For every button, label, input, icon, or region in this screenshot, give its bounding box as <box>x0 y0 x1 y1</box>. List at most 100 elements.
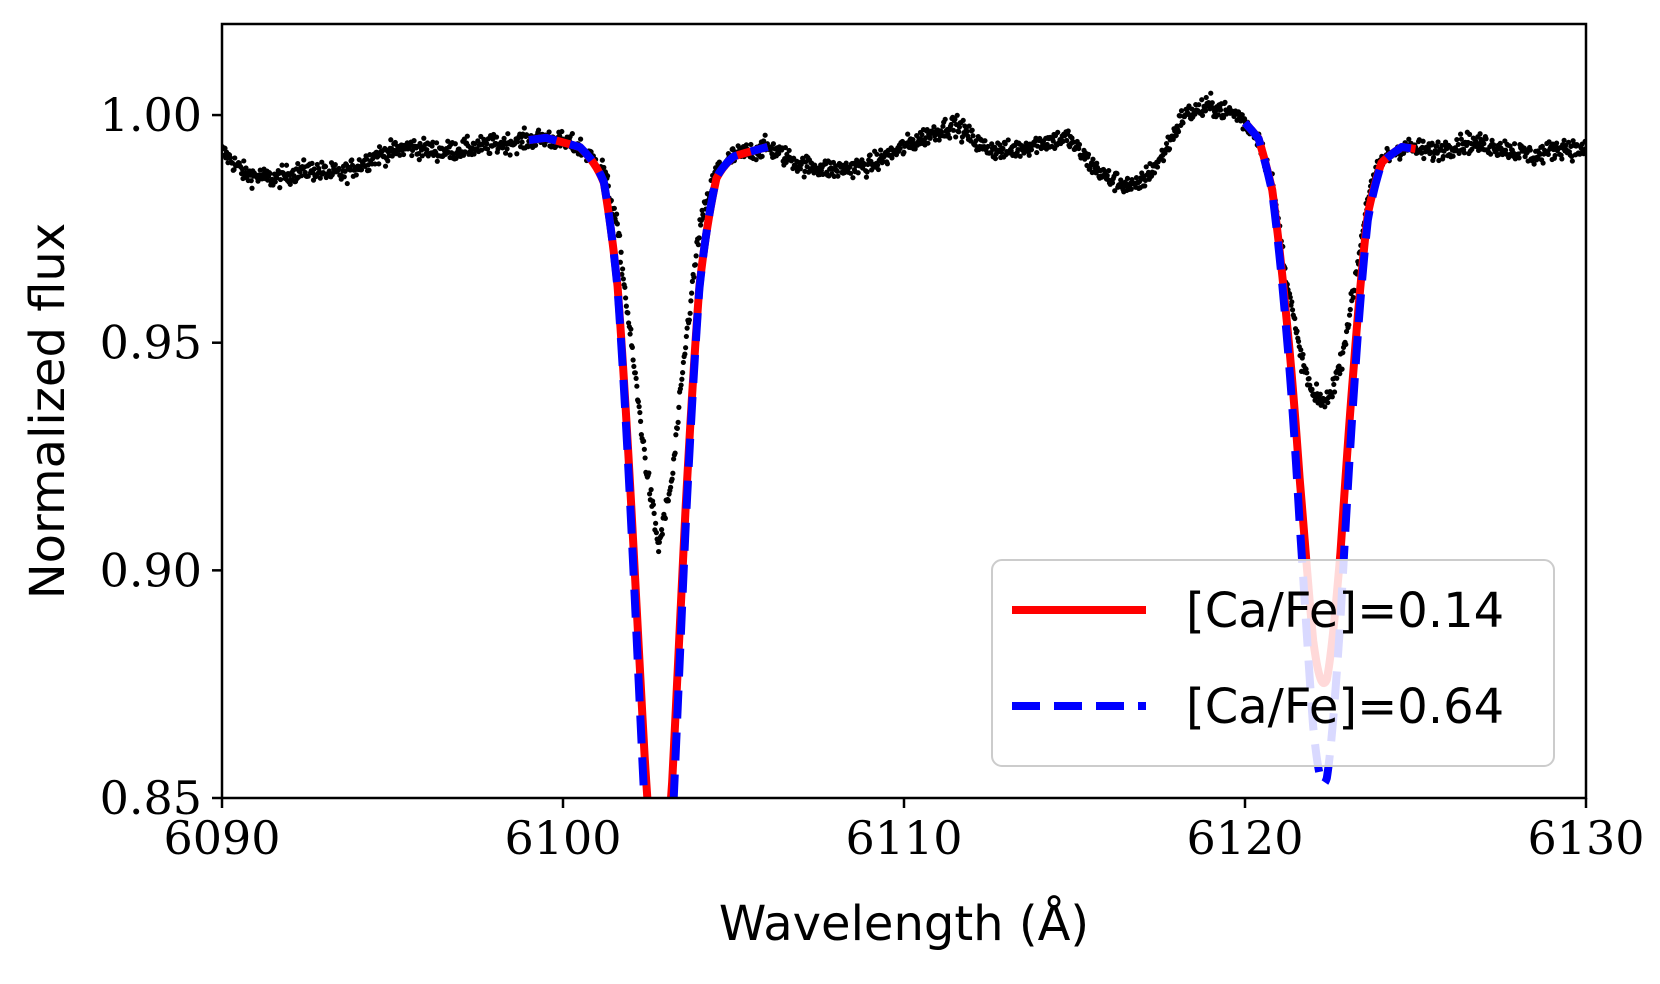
observed-point <box>648 487 654 493</box>
observed-point <box>1472 138 1479 144</box>
observed-point <box>243 165 249 171</box>
observed-point <box>831 173 837 179</box>
observed-point <box>445 138 451 144</box>
observed-point <box>1289 307 1296 313</box>
observed-point <box>487 150 493 156</box>
observed-point <box>541 142 548 148</box>
observed-point <box>1034 149 1040 156</box>
y-tick-label: 0.95 <box>100 316 202 370</box>
observed-point <box>1143 164 1149 170</box>
observed-point <box>954 112 960 118</box>
observed-point <box>366 167 372 173</box>
observed-point <box>1177 113 1183 119</box>
legend-label-series-2: [Ca/Fe]=0.64 <box>1186 679 1504 735</box>
observed-point <box>389 153 395 159</box>
observed-point <box>687 310 693 316</box>
observed-point <box>501 135 507 141</box>
observed-point <box>601 164 607 171</box>
observed-point <box>1298 347 1304 353</box>
observed-point <box>1346 312 1353 318</box>
observed-point <box>1425 145 1431 151</box>
observed-point <box>1539 143 1545 150</box>
observed-point <box>349 162 356 168</box>
observed-point <box>682 351 688 357</box>
observed-point <box>525 144 531 150</box>
observed-point <box>1094 160 1100 166</box>
observed-point <box>611 205 617 211</box>
observed-point <box>1481 141 1487 147</box>
observed-point <box>347 167 353 173</box>
observed-point <box>319 159 325 165</box>
observed-point <box>650 502 656 508</box>
observed-point <box>1561 137 1567 143</box>
observed-point <box>1300 351 1306 358</box>
observed-point <box>434 158 440 164</box>
observed-point <box>1440 153 1446 160</box>
observed-point <box>344 180 350 187</box>
observed-point <box>1209 100 1215 106</box>
observed-point <box>992 155 999 162</box>
observed-point <box>1554 140 1560 146</box>
observed-point <box>1502 147 1509 153</box>
observed-point <box>416 157 422 163</box>
observed-point <box>905 131 911 137</box>
x-tick-label: 6130 <box>1527 811 1644 865</box>
observed-point <box>656 548 662 555</box>
plot-marks <box>222 90 1586 798</box>
observed-point <box>620 276 626 282</box>
observed-point <box>875 166 882 173</box>
x-tick-label: 6090 <box>163 811 280 865</box>
observed-point <box>625 310 631 316</box>
observed-point <box>782 144 789 151</box>
observed-point <box>867 152 873 158</box>
observed-point <box>248 178 254 184</box>
observed-point <box>676 404 682 410</box>
observed-point <box>314 161 320 168</box>
observed-point <box>689 278 695 284</box>
observed-point <box>910 137 916 143</box>
observed-point <box>956 129 962 135</box>
observed-point <box>1421 155 1427 162</box>
observed-point <box>1000 145 1006 152</box>
observed-point <box>484 146 491 152</box>
observed-point <box>680 370 686 376</box>
observed-point <box>875 162 881 168</box>
observed-point <box>635 399 641 405</box>
observed-point <box>638 418 644 424</box>
observed-point <box>988 150 994 156</box>
observed-point <box>636 404 642 410</box>
observed-point <box>842 169 848 176</box>
observed-point <box>834 168 840 174</box>
observed-point <box>630 357 636 363</box>
observed-point <box>627 331 633 337</box>
observed-point <box>484 141 490 147</box>
observed-point <box>1287 294 1293 300</box>
observed-point <box>409 152 415 159</box>
observed-point <box>669 476 675 482</box>
observed-point <box>1199 97 1205 103</box>
observed-point <box>411 138 417 144</box>
observed-point <box>453 155 459 161</box>
observed-point <box>605 173 611 179</box>
observed-point <box>1329 394 1335 400</box>
observed-point <box>675 419 681 425</box>
observed-point <box>400 151 407 158</box>
observed-point <box>889 155 895 161</box>
observed-point <box>931 124 937 130</box>
observed-point <box>507 152 513 158</box>
observed-point <box>874 151 880 157</box>
plot-area <box>222 90 1586 798</box>
observed-point <box>646 470 652 476</box>
observed-point <box>353 172 359 178</box>
observed-point <box>901 149 907 155</box>
observed-point <box>1160 158 1167 164</box>
observed-point <box>421 135 427 141</box>
observed-point <box>1350 294 1356 301</box>
observed-point <box>535 127 542 133</box>
observed-point <box>1034 143 1041 149</box>
observed-point <box>1199 112 1206 119</box>
observed-point <box>532 142 539 148</box>
observed-point <box>298 173 305 179</box>
observed-point <box>620 266 626 272</box>
observed-point <box>504 146 510 152</box>
